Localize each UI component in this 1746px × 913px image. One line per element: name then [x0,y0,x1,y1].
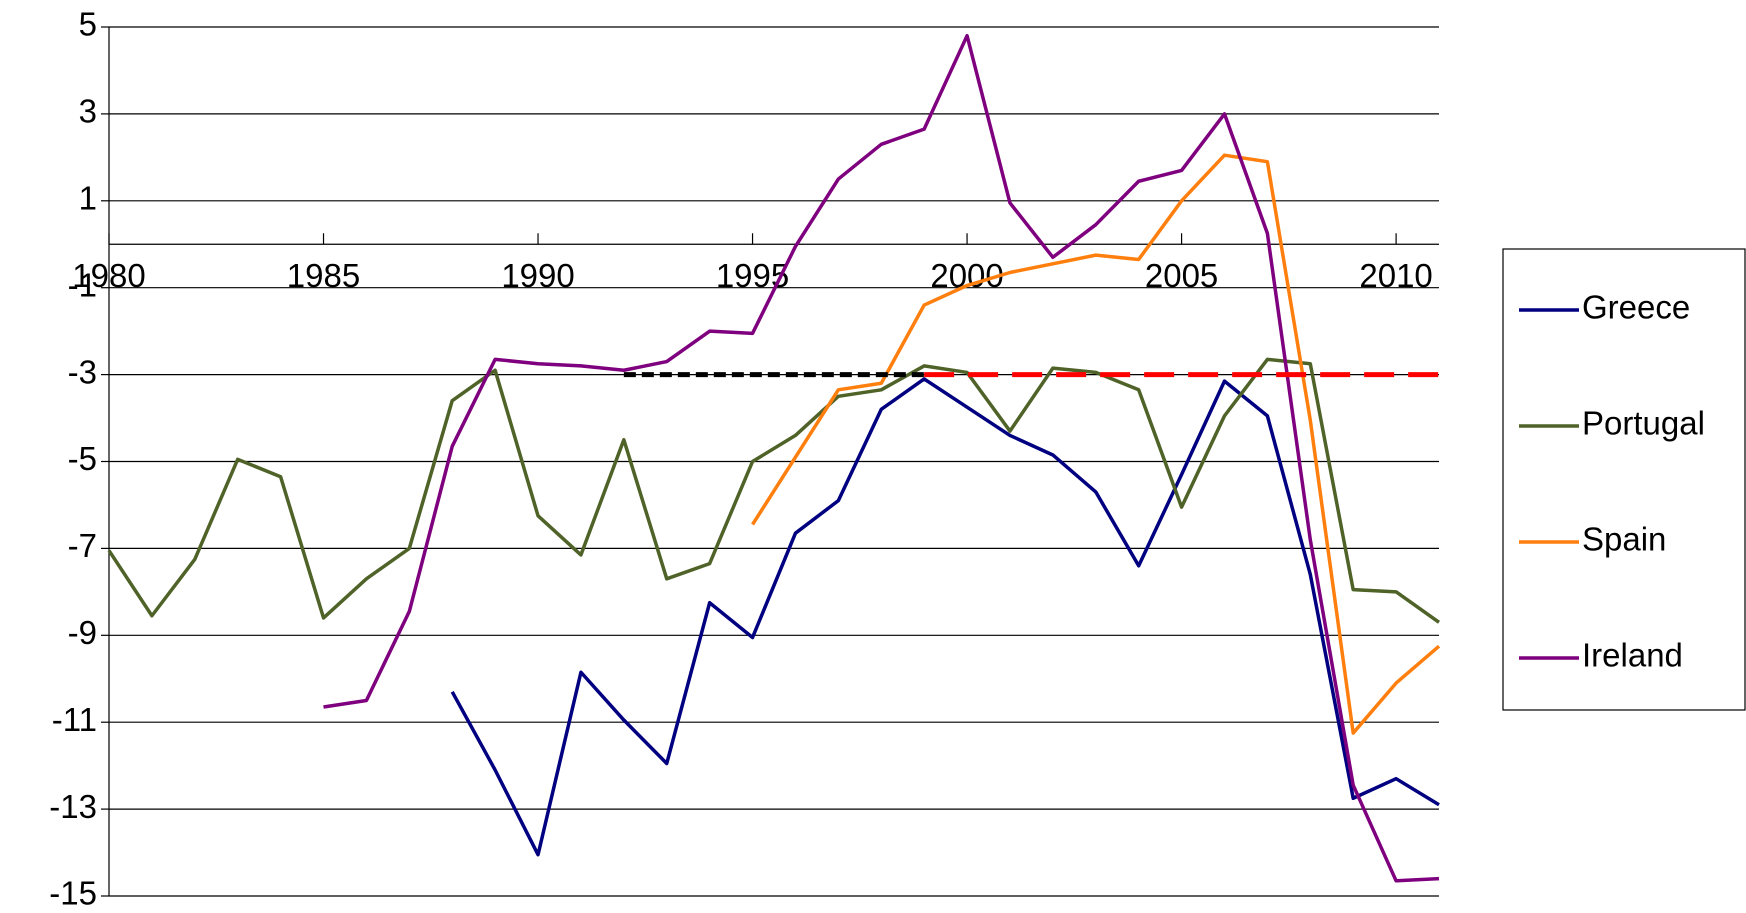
y-tick-label: -11 [52,701,97,738]
x-tick-label: 2000 [930,257,1003,294]
legend-label: Portugal [1582,405,1705,442]
legend-label: Ireland [1582,637,1683,674]
series-line [450,377,1440,857]
x-tick-label: 1985 [287,257,360,294]
legend-box [1502,248,1746,711]
y-tick-label: -15 [49,875,97,912]
y-tick-label: 3 [79,93,97,130]
series-line [323,33,1440,883]
legend-label: Greece [1582,289,1690,326]
y-tick-label: -1 [68,266,97,303]
x-tick-label: 2005 [1145,257,1218,294]
x-tick-label: 1980 [72,257,145,294]
x-tick-label: 1990 [501,257,574,294]
y-tick-label: -9 [68,614,97,651]
y-tick-label: -13 [49,788,97,825]
y-tick-label: 5 [79,6,97,43]
series-line [751,153,1441,735]
legend-label: Spain [1582,521,1666,558]
x-tick-label: 1995 [716,257,789,294]
y-tick-label: -7 [68,527,97,564]
y-tick-label: -5 [68,440,97,477]
x-tick-label: 2010 [1359,257,1432,294]
y-tick-label: -3 [68,353,97,390]
y-tick-label: 1 [79,180,97,217]
series-line [107,357,1441,624]
